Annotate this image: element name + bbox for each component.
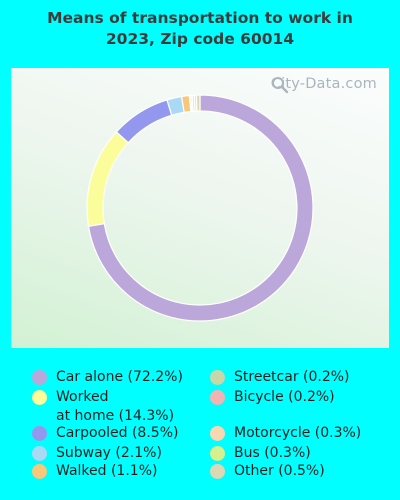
donut-slice-2 xyxy=(115,99,173,144)
legend-swatch-9 xyxy=(210,464,225,479)
plot-area: City-Data.com xyxy=(11,68,389,348)
legend-label-1: Worked at home (14.3%) xyxy=(56,389,175,424)
legend-label-6: Bicycle (0.2%) xyxy=(234,389,335,405)
donut-chart xyxy=(86,94,314,322)
legend-item-2: Carpooled (8.5%) xyxy=(32,424,178,443)
watermark: City-Data.com xyxy=(270,76,377,94)
donut-slice-1 xyxy=(86,131,130,227)
legend-item-0: Car alone (72.2%) xyxy=(32,368,183,387)
chart-title-line-1: Means of transportation to work in xyxy=(47,9,353,27)
donut-slice-0 xyxy=(87,94,314,322)
legend-swatch-1 xyxy=(32,390,47,405)
legend-item-4: Walked (1.1%) xyxy=(32,462,157,481)
legend-swatch-2 xyxy=(32,426,47,441)
chart-title-line-2: 2023, Zip code 60014 xyxy=(105,30,295,48)
legend-label-0: Car alone (72.2%) xyxy=(56,369,183,385)
legend-label-4: Walked (1.1%) xyxy=(56,463,158,479)
legend-item-3: Subway (2.1%) xyxy=(32,444,162,463)
legend-swatch-5 xyxy=(210,370,225,385)
legend-item-5: Streetcar (0.2%) xyxy=(210,368,350,387)
legend-label-7: Motorcycle (0.3%) xyxy=(234,425,362,441)
legend-item-8: Bus (0.3%) xyxy=(210,444,311,463)
legend-swatch-3 xyxy=(32,446,47,461)
legend-label-5: Streetcar (0.2%) xyxy=(234,369,350,385)
watermark-text: City-Data.com xyxy=(270,76,377,92)
legend-item-6: Bicycle (0.2%) xyxy=(210,388,335,407)
legend-swatch-7 xyxy=(210,426,225,441)
legend-swatch-6 xyxy=(210,390,225,405)
legend-swatch-8 xyxy=(210,446,225,461)
legend-swatch-4 xyxy=(32,464,47,479)
legend-swatch-0 xyxy=(32,370,47,385)
legend-label-2: Carpooled (8.5%) xyxy=(56,425,179,441)
donut-slice-9 xyxy=(195,94,201,112)
legend-item-1: Worked at home (14.3%) xyxy=(32,388,174,426)
search-icon xyxy=(271,77,288,94)
legend-item-9: Other (0.5%) xyxy=(210,462,325,481)
legend-label-3: Subway (2.1%) xyxy=(56,445,162,461)
legend-label-8: Bus (0.3%) xyxy=(234,445,311,461)
chart-title: Means of transportation to work in 2023,… xyxy=(0,8,400,50)
legend-label-9: Other (0.5%) xyxy=(234,463,325,479)
legend-item-7: Motorcycle (0.3%) xyxy=(210,424,361,443)
